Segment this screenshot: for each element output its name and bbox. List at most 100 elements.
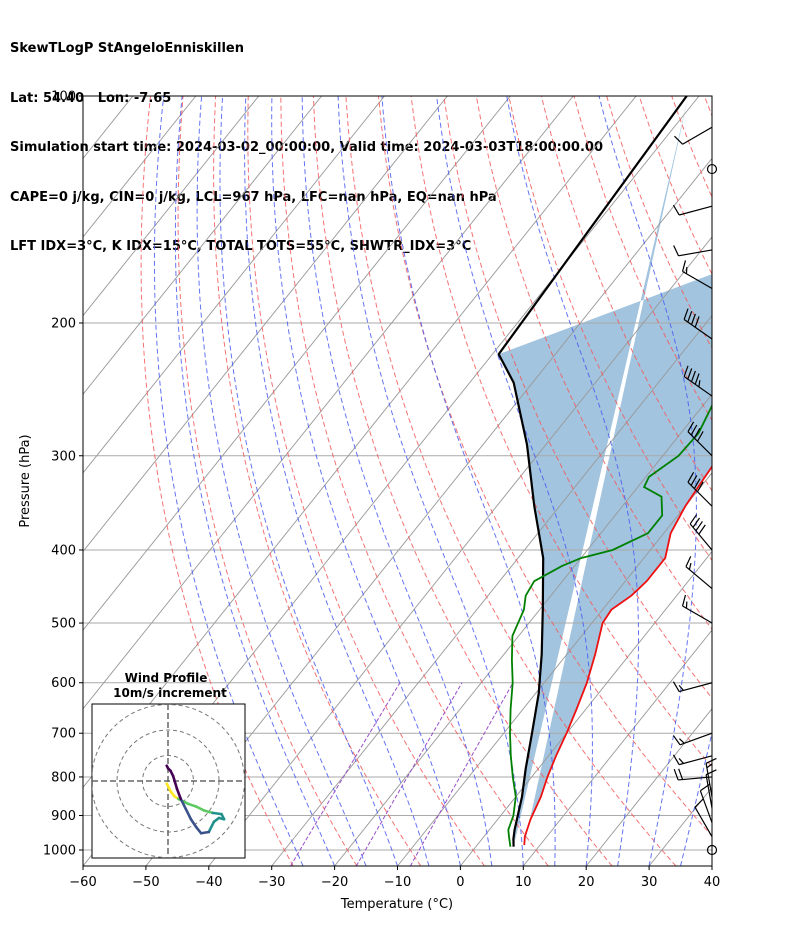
wind-barb-shaft xyxy=(705,763,713,797)
wind-barb xyxy=(694,798,713,837)
wind-barb-feather xyxy=(698,524,706,535)
x-axis-label: Temperature (°C) xyxy=(340,897,453,912)
wind-barb-shaft xyxy=(705,774,713,809)
dry-adiabat-line xyxy=(475,96,712,631)
x-tick-label: 10 xyxy=(515,875,532,890)
wind-barb-feather xyxy=(690,370,696,382)
wind-barb-shaft xyxy=(679,732,713,746)
isotherm-line xyxy=(145,157,712,866)
wind-barb-feather xyxy=(705,757,717,764)
x-tick-label: −50 xyxy=(132,875,159,890)
wind-barb-feather xyxy=(683,365,689,377)
isotherm-line xyxy=(460,550,712,866)
hodograph-segment xyxy=(194,805,205,812)
wind-barb xyxy=(674,126,713,145)
y-tick-label: 300 xyxy=(51,449,76,464)
dry-adiabat-line xyxy=(312,96,613,866)
mixing-ratio-line xyxy=(409,682,514,866)
isotherm-line xyxy=(83,96,260,317)
wind-barb xyxy=(672,754,713,766)
wind-barb xyxy=(687,472,713,507)
dry-adiabat-line xyxy=(247,96,485,866)
moist-adiabat-line xyxy=(196,96,367,866)
y-axis-label: Pressure (hPa) xyxy=(18,434,33,527)
temperature-profile-line xyxy=(523,465,712,846)
wind-barb-feather xyxy=(698,380,701,387)
wind-barb-feather xyxy=(672,735,681,746)
x-tick-label: −20 xyxy=(321,875,348,890)
wind-barb-feather xyxy=(693,478,701,489)
wind-barb-feather xyxy=(688,562,692,570)
wind-barb-feather xyxy=(681,594,687,607)
mixing-ratio-line xyxy=(290,682,401,866)
dry-adiabat-line xyxy=(770,96,794,866)
dry-adiabat-line xyxy=(703,96,712,118)
y-tick-label: 400 xyxy=(51,543,76,558)
x-tick-label: 40 xyxy=(704,875,721,890)
time-line: Simulation start time: 2024-03-02_00:00:… xyxy=(10,140,603,155)
wind-barb-feather xyxy=(693,427,701,439)
wind-barb-feather xyxy=(672,681,680,692)
wind-barb xyxy=(705,757,717,797)
wind-barb-shaft xyxy=(682,605,713,624)
wind-barb xyxy=(673,768,713,781)
wind-barb-feather xyxy=(692,517,701,528)
wind-barb-feather xyxy=(694,316,700,328)
isotherm-line xyxy=(83,96,511,631)
hodograph-segment xyxy=(179,797,188,811)
isotherm-line xyxy=(775,96,794,866)
wind-barb-feather xyxy=(690,313,696,325)
wind-barb xyxy=(681,594,713,624)
hodograph-segment xyxy=(194,825,203,835)
x-tick-label: −40 xyxy=(195,875,222,890)
hodograph-segment xyxy=(171,774,179,790)
y-tick-label: 600 xyxy=(51,676,76,691)
x-tick-label: 0 xyxy=(456,875,464,890)
wind-barb-feather xyxy=(690,475,698,486)
wind-barb-shaft xyxy=(687,481,713,507)
indices-line-1: CAPE=0 j/kg, CIN=0 j/kg, LCL=967 hPa, LF… xyxy=(10,189,497,205)
dewpoint-profile-line xyxy=(507,322,712,847)
wind-barb-feather xyxy=(687,472,695,483)
isotherm-line xyxy=(585,708,712,866)
isotherm-line xyxy=(271,314,712,866)
dry-adiabat-line xyxy=(140,96,294,866)
wind-barb-feather xyxy=(672,754,680,765)
y-tick-label: 200 xyxy=(51,316,76,331)
dry-adiabat-line xyxy=(378,96,712,837)
wind-barb-feather xyxy=(687,311,693,323)
moist-adiabat-line xyxy=(219,96,398,866)
moist-adiabat-line xyxy=(381,96,556,866)
wind-barb-shaft xyxy=(682,270,713,290)
mixing-ratio-line xyxy=(355,682,463,866)
y-tick-label: 900 xyxy=(51,809,76,824)
chart-header: SkewTLogP StAngeloEnniskillen Lat: 54.40… xyxy=(10,8,603,272)
y-tick-label: 500 xyxy=(51,617,76,632)
wind-barb-feather xyxy=(673,769,679,781)
x-tick-label: −10 xyxy=(384,875,411,890)
wind-barb-feather xyxy=(674,135,683,145)
hodograph-segment xyxy=(202,809,214,815)
wind-barb-shaft xyxy=(679,682,713,693)
wind-barb-shaft xyxy=(679,755,713,766)
wind-barb xyxy=(687,421,713,457)
moist-adiabat-line xyxy=(711,863,712,866)
hodograph-segment xyxy=(211,811,223,816)
hodograph-segment xyxy=(187,802,198,808)
wind-barb xyxy=(685,556,713,589)
moist-adiabat-line xyxy=(174,96,336,866)
wind-barb-feather xyxy=(687,368,693,380)
wind-barb-calm xyxy=(706,844,718,856)
hodograph-segment xyxy=(175,787,183,801)
wind-barb-feather xyxy=(678,768,684,780)
parcel-profile-line xyxy=(497,96,689,847)
wind-barb xyxy=(689,514,713,551)
isotherm-line xyxy=(522,629,712,866)
moist-adiabat-line xyxy=(506,96,639,866)
wind-barb-feather xyxy=(681,260,687,272)
dry-adiabat-line xyxy=(540,96,712,492)
wind-barb-shaft xyxy=(694,806,713,837)
wind-barb-shaft xyxy=(683,318,713,340)
hodograph-segment xyxy=(184,807,193,821)
